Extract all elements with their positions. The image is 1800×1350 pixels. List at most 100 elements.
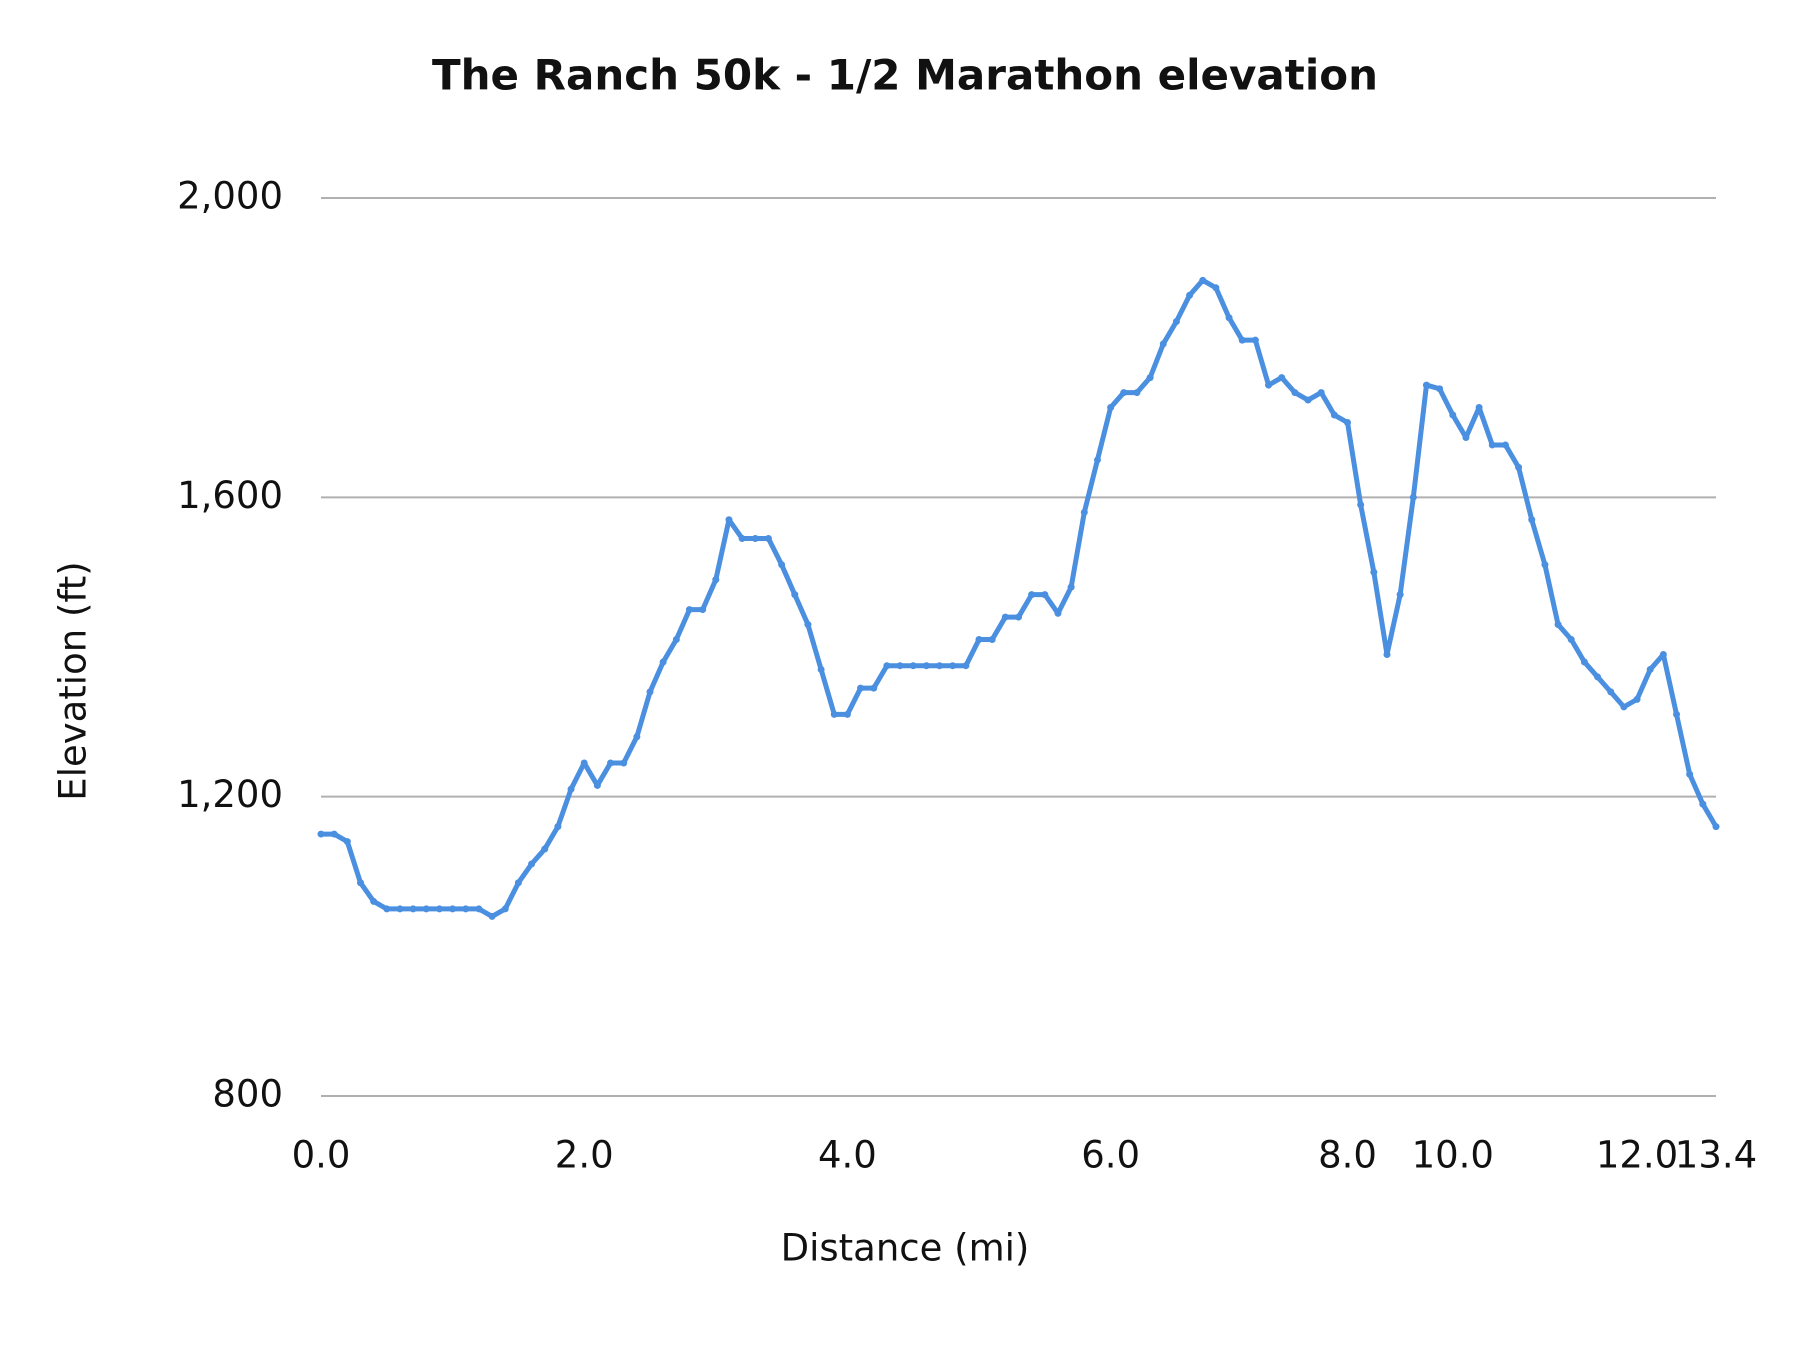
point: [607, 759, 615, 767]
point: [1580, 658, 1588, 666]
point: [435, 905, 443, 913]
point: [751, 534, 759, 542]
point: [1383, 650, 1391, 658]
point: [356, 879, 364, 887]
point: [528, 860, 536, 868]
point: [462, 905, 470, 913]
point: [330, 830, 338, 838]
point: [1146, 374, 1154, 382]
point: [975, 636, 983, 644]
point: [1080, 508, 1088, 516]
point: [1186, 291, 1194, 299]
point: [1291, 389, 1299, 397]
point: [870, 684, 878, 692]
point: [1357, 501, 1365, 509]
point: [1304, 396, 1312, 404]
point: [725, 516, 733, 524]
point: [317, 830, 325, 838]
point: [1370, 568, 1378, 576]
point: [830, 710, 838, 718]
x-tick-label: 6.0: [1081, 1134, 1140, 1177]
point: [1238, 336, 1246, 344]
x-axis-title: Distance (mi): [781, 1227, 1030, 1270]
point: [1646, 665, 1654, 673]
point: [1067, 583, 1075, 591]
point: [1344, 419, 1352, 426]
point: [1659, 650, 1667, 658]
point: [633, 733, 641, 741]
point: [1436, 385, 1444, 393]
point: [1620, 703, 1628, 711]
point: [817, 665, 825, 673]
y-tick-label: 2,000: [177, 175, 283, 218]
point: [949, 662, 957, 670]
point: [1107, 404, 1115, 412]
point: [936, 662, 944, 670]
point: [1462, 433, 1470, 441]
point: [1594, 673, 1602, 681]
point: [962, 662, 970, 670]
point: [1028, 591, 1036, 599]
point: [764, 534, 772, 542]
point: [883, 662, 891, 670]
point: [804, 621, 812, 629]
point: [1673, 710, 1681, 718]
point: [1172, 317, 1180, 325]
point: [1251, 336, 1259, 344]
point: [1317, 389, 1325, 397]
point: [580, 759, 588, 767]
point: [1488, 441, 1496, 449]
point: [1633, 695, 1641, 703]
y-tick-label: 800: [212, 1073, 283, 1116]
point: [857, 684, 865, 692]
point: [1278, 374, 1286, 382]
point: [1199, 276, 1207, 284]
x-tick-label: 8.0: [1318, 1134, 1377, 1177]
point: [541, 845, 549, 853]
point: [475, 905, 483, 913]
point: [554, 823, 562, 831]
point: [396, 905, 404, 913]
point: [1133, 389, 1141, 397]
point: [1093, 456, 1101, 464]
x-tick-label: 4.0: [818, 1134, 877, 1177]
point: [1001, 613, 1009, 621]
point: [593, 781, 601, 789]
point: [1528, 516, 1536, 524]
point: [620, 759, 628, 767]
point: [699, 606, 707, 614]
point: [514, 879, 522, 887]
point: [672, 636, 680, 644]
point: [488, 912, 496, 920]
point: [1712, 823, 1720, 831]
point: [1515, 463, 1523, 471]
chart-title: The Ranch 50k - 1/2 Marathon elevation: [432, 51, 1378, 100]
point: [685, 606, 693, 614]
point: [1396, 591, 1404, 599]
point: [896, 662, 904, 670]
point: [1422, 381, 1430, 389]
point: [422, 905, 430, 913]
point: [1330, 411, 1338, 419]
point: [778, 561, 786, 569]
point: [1409, 493, 1417, 501]
x-tick-label: 0.0: [292, 1134, 351, 1177]
y-tick-label: 1,600: [177, 474, 283, 517]
x-tick-label: 13.4: [1675, 1134, 1757, 1177]
point: [909, 662, 917, 670]
point: [409, 905, 417, 913]
point: [1501, 441, 1509, 449]
point: [343, 838, 351, 846]
point: [383, 905, 391, 913]
point: [1567, 636, 1575, 644]
point: [1541, 561, 1549, 569]
point: [646, 688, 654, 696]
point: [1054, 609, 1062, 617]
point: [1265, 381, 1273, 389]
point: [1015, 613, 1022, 621]
point: [1225, 314, 1233, 322]
point: [988, 636, 996, 644]
point: [370, 897, 378, 905]
line: [321, 277, 1719, 919]
